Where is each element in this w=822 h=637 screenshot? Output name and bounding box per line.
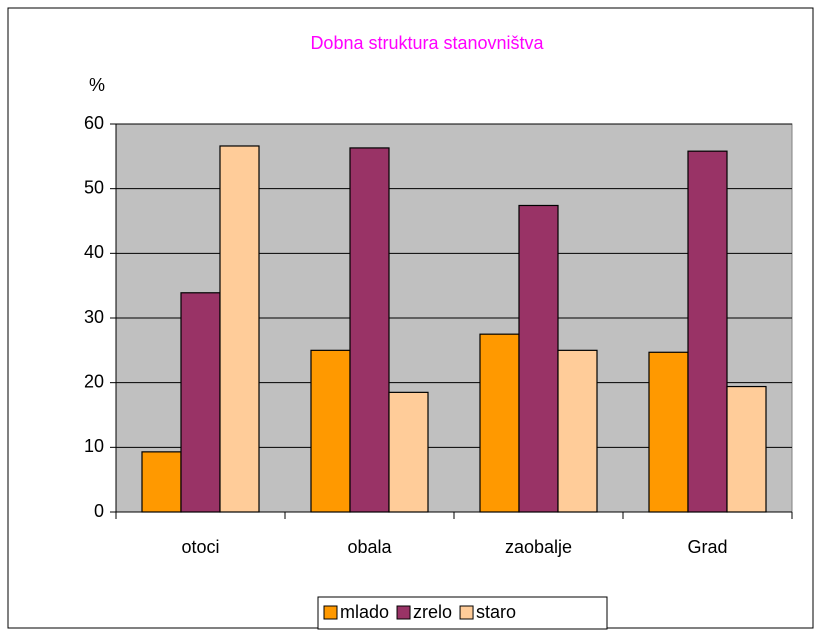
legend-label: zrelo (413, 602, 452, 622)
bar (687, 150, 728, 513)
legend-swatch (323, 605, 338, 620)
bar (557, 349, 598, 513)
bar (648, 351, 689, 513)
legend-swatch (459, 605, 474, 620)
y-tick-label: 0 (94, 501, 104, 521)
bar (479, 333, 520, 513)
x-tick-label: Grad (687, 537, 727, 557)
bar (141, 451, 182, 513)
y-tick-label: 30 (84, 307, 104, 327)
bar (726, 385, 767, 513)
legend-label: mlado (340, 602, 389, 622)
y-tick-label: 10 (84, 436, 104, 456)
chart-title: Dobna struktura stanovništva (310, 33, 544, 53)
y-tick-label: 20 (84, 371, 104, 391)
y-axis-label: % (89, 75, 105, 95)
x-tick-label: zaobalje (505, 537, 572, 557)
x-tick-label: otoci (181, 537, 219, 557)
bar (518, 204, 559, 513)
x-tick-label: obala (347, 537, 392, 557)
bar (388, 391, 429, 513)
bar (349, 147, 390, 513)
bar (219, 145, 260, 513)
y-tick-label: 60 (84, 113, 104, 133)
bar (310, 349, 351, 513)
legend-swatch (396, 605, 411, 620)
y-tick-label: 50 (84, 177, 104, 197)
bar (180, 292, 221, 513)
legend-label: staro (476, 602, 516, 622)
y-tick-label: 40 (84, 242, 104, 262)
